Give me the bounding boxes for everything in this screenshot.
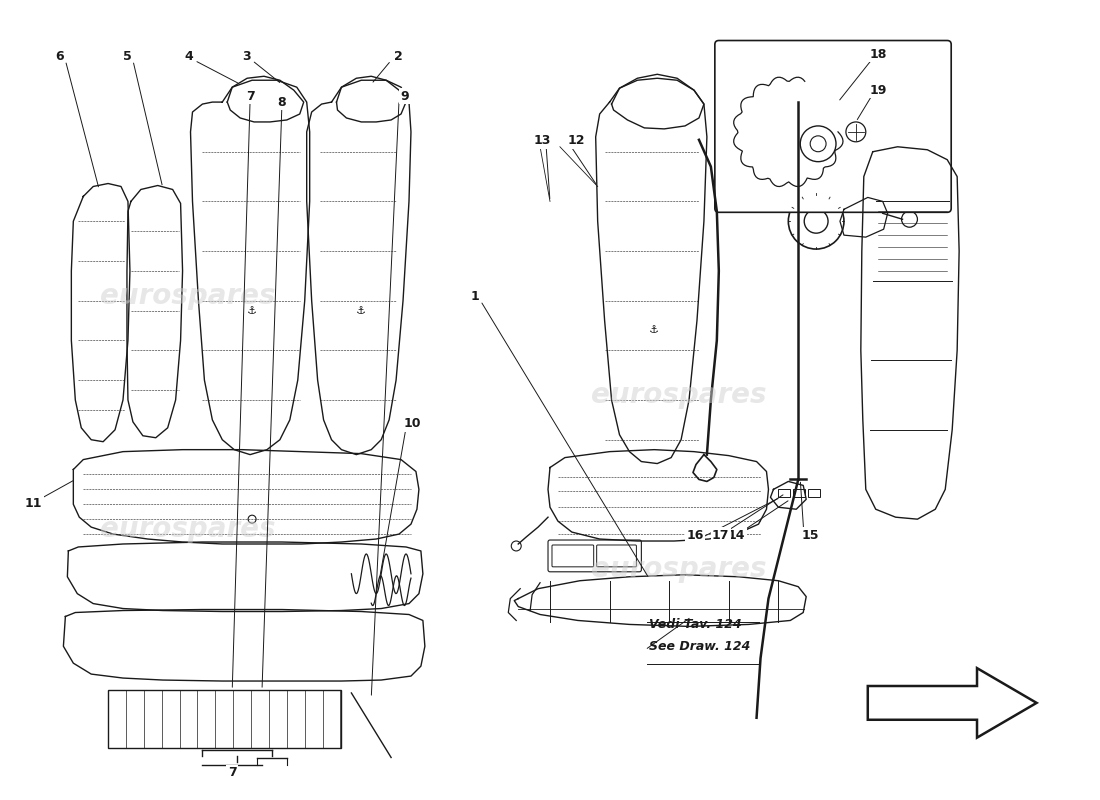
- Bar: [793, 490, 805, 498]
- Text: eurospares: eurospares: [592, 555, 767, 583]
- Text: 14: 14: [728, 529, 746, 542]
- Text: 6: 6: [55, 50, 64, 63]
- Text: 4: 4: [184, 50, 192, 63]
- Bar: [108, 690, 341, 747]
- Text: 9: 9: [400, 90, 409, 102]
- Text: 16: 16: [686, 529, 704, 542]
- Text: See Draw. 124: See Draw. 124: [649, 640, 750, 654]
- FancyBboxPatch shape: [548, 540, 641, 572]
- Text: 7: 7: [245, 90, 254, 102]
- Text: 15: 15: [802, 529, 818, 542]
- Text: 13: 13: [534, 134, 551, 147]
- FancyBboxPatch shape: [715, 41, 952, 212]
- Bar: [779, 490, 790, 498]
- FancyBboxPatch shape: [552, 545, 594, 567]
- Text: eurospares: eurospares: [592, 381, 767, 409]
- Text: ⚓: ⚓: [649, 326, 659, 335]
- Polygon shape: [868, 668, 1036, 738]
- Text: 18: 18: [870, 48, 888, 61]
- Bar: [808, 490, 821, 498]
- Text: eurospares: eurospares: [100, 515, 275, 543]
- Text: 7: 7: [228, 766, 236, 779]
- Text: 10: 10: [404, 418, 420, 430]
- Text: 1: 1: [470, 290, 478, 303]
- FancyBboxPatch shape: [596, 545, 637, 567]
- Text: Vedi Tav. 124: Vedi Tav. 124: [649, 618, 743, 631]
- Text: 2: 2: [394, 50, 403, 63]
- Text: ⚓: ⚓: [248, 306, 257, 316]
- Text: eurospares: eurospares: [100, 282, 275, 310]
- Text: 17: 17: [712, 529, 729, 542]
- Text: ⚓: ⚓: [356, 306, 366, 316]
- Text: 11: 11: [25, 497, 43, 510]
- Text: 12: 12: [568, 134, 584, 147]
- Text: 5: 5: [122, 50, 131, 63]
- Text: 8: 8: [277, 95, 286, 109]
- Text: 3: 3: [242, 50, 251, 63]
- Text: 19: 19: [870, 84, 888, 97]
